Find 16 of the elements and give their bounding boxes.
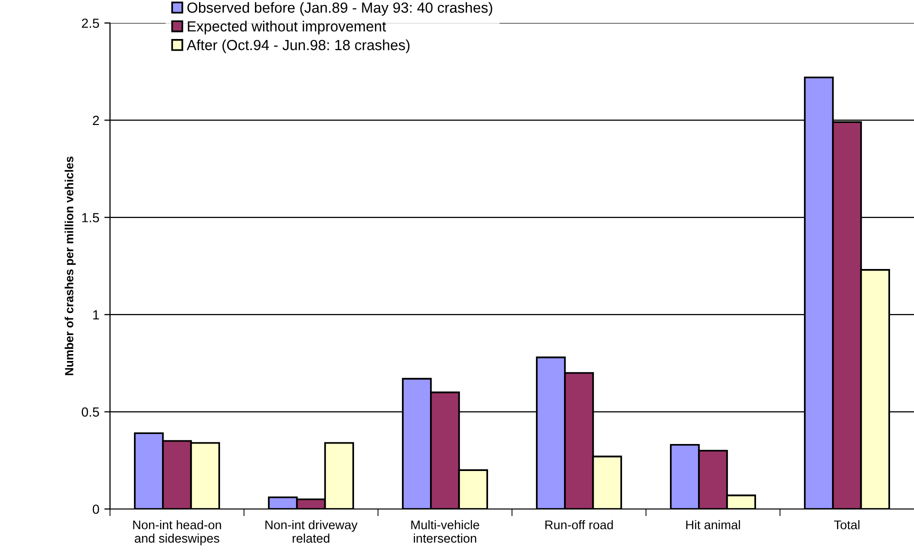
x-tick-label: Run-off road	[545, 520, 613, 530]
x-tick-label: Hit animal	[686, 520, 740, 530]
y-tick-label: 0	[92, 504, 100, 514]
legend-label: Observed before (Jan.89 - May 93: 40 crashes)	[187, 2, 492, 16]
x-tick-label: Non-int head-on and sideswipes	[133, 520, 222, 546]
y-tick-label: 1	[93, 310, 99, 320]
legend-label: Expected without improvement	[188, 20, 386, 34]
y-tick-label: 0.5	[82, 407, 100, 417]
x-tick-label: Non-int driveway related	[265, 520, 358, 543]
x-tick-label: Total	[834, 520, 860, 530]
legend-label: After (Oct.94 - Jun.98: 18 crashes)	[186, 40, 410, 54]
y-axis-title: Number of crashes per million vehicles	[64, 156, 76, 376]
x-tick-label: Multi-vehicle intersection	[411, 520, 480, 543]
y-tick-label: 2	[92, 116, 99, 125]
y-tick-label: 2.5	[82, 18, 100, 28]
y-tick-label: 1.5	[82, 213, 100, 222]
